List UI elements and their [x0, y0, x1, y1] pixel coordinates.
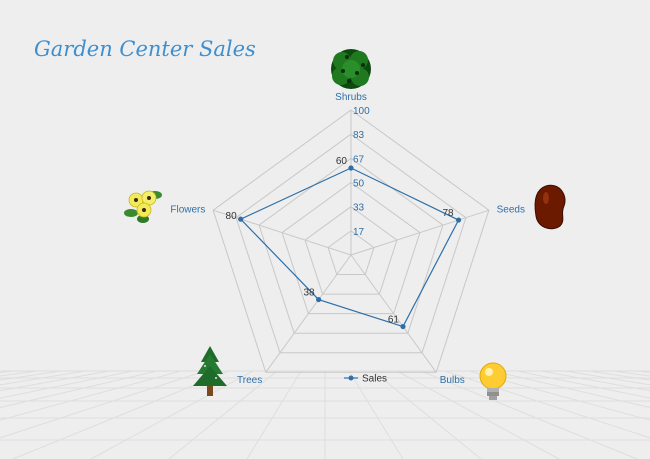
legend: Sales — [344, 374, 387, 385]
grid-ring — [304, 206, 398, 295]
radial-tick-label: 100 — [353, 106, 370, 117]
data-point — [455, 217, 462, 223]
data-point — [348, 165, 354, 171]
chart-title: Garden Center Sales — [34, 37, 256, 61]
radial-tick-label: 33 — [353, 203, 365, 214]
grid-spoke — [212, 209, 352, 256]
data-label: 38 — [303, 288, 315, 299]
category-labels: Shrubs Seeds Bulbs Trees Flowers — [170, 92, 525, 386]
data-label: 61 — [388, 315, 400, 326]
radar-grid — [212, 109, 490, 373]
radial-tick-label: 50 — [353, 179, 365, 190]
category-label-bulbs: Bulbs — [440, 375, 465, 386]
grid-ring — [281, 181, 421, 315]
data-label: 80 — [226, 211, 238, 222]
perspective-floor — [0, 370, 650, 459]
grid-spoke — [350, 209, 490, 256]
category-label-trees: Trees — [237, 375, 262, 386]
radial-tick-label: 83 — [353, 130, 365, 141]
category-icons — [124, 49, 566, 400]
grid-ring — [327, 230, 375, 276]
category-label-seeds: Seeds — [497, 204, 525, 215]
light-bulb-icon — [479, 362, 507, 400]
pine-tree-icon — [193, 346, 227, 396]
data-point — [238, 216, 244, 222]
data-label: 78 — [442, 208, 454, 219]
data-point — [316, 296, 322, 303]
radial-tick-labels: 17 33 50 67 83 100 — [353, 106, 370, 238]
shrub-icon — [331, 49, 371, 89]
grid-ring — [235, 133, 467, 354]
category-label-shrubs: Shrubs — [335, 92, 367, 103]
grid-ring — [212, 109, 490, 373]
flower-bouquet-icon — [124, 190, 162, 223]
series-sales: 60 78 61 38 80 — [226, 156, 462, 330]
legend-marker — [348, 375, 354, 381]
radial-tick-label: 67 — [353, 154, 365, 165]
grid-ring — [258, 157, 444, 334]
series-line — [239, 167, 460, 328]
radial-tick-label: 17 — [353, 227, 365, 238]
legend-label-sales: Sales — [362, 374, 387, 385]
grid-spoke — [265, 254, 352, 373]
data-label: 60 — [336, 156, 348, 167]
bean-seed-icon — [534, 184, 566, 230]
grid-spoke — [350, 254, 437, 373]
category-label-flowers: Flowers — [170, 204, 205, 215]
data-point — [400, 323, 406, 330]
